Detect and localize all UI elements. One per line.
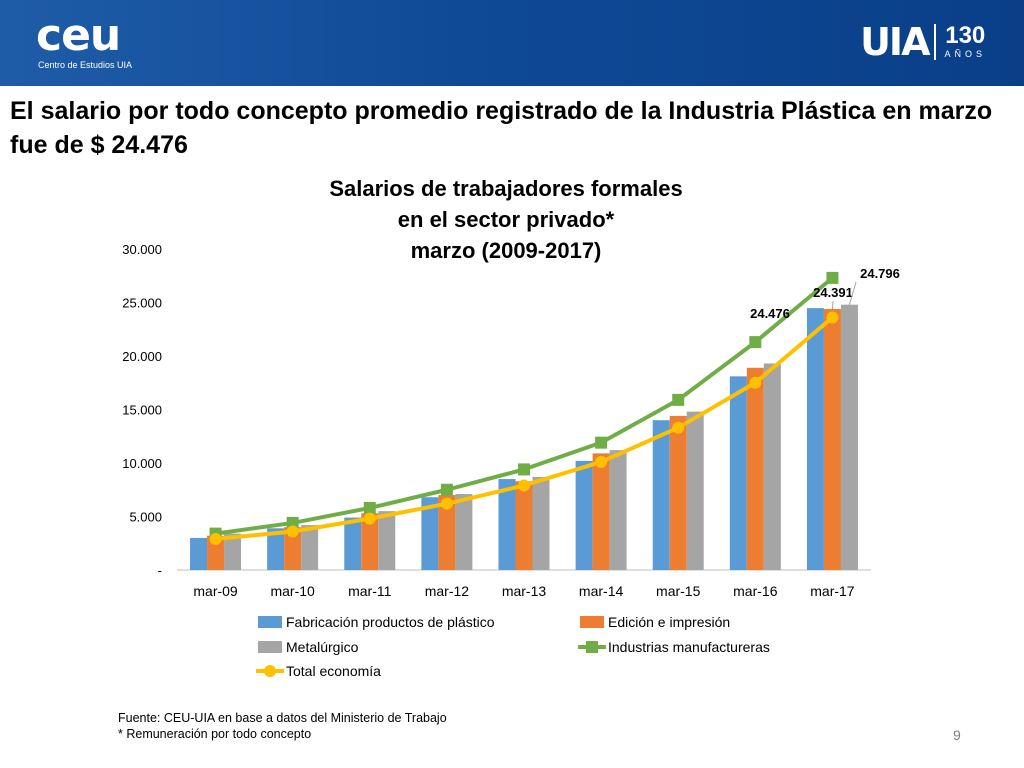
marker-square-mar-10 bbox=[286, 516, 299, 529]
legend-marker-square bbox=[586, 641, 598, 653]
bar-2-mar-14 bbox=[592, 453, 610, 570]
x-tick-label: mar-09 bbox=[193, 583, 238, 599]
bar-3-mar-12 bbox=[455, 494, 473, 570]
y-tick-label: 10.000 bbox=[122, 456, 162, 471]
chart-title-line-3: marzo (2009-2017) bbox=[411, 238, 602, 263]
uia-logo-word: AÑOS bbox=[944, 49, 986, 59]
marker-square-mar-14 bbox=[595, 436, 608, 449]
legend-label: Total economía bbox=[286, 663, 381, 679]
x-tick-label: mar-15 bbox=[656, 583, 701, 599]
chart-title-line-1: Salarios de trabajadores formales bbox=[329, 176, 682, 201]
marker-circle-mar-12 bbox=[440, 497, 453, 510]
marker-circle-mar-17 bbox=[826, 311, 839, 324]
remuneration-note: * Remuneración por todo concepto bbox=[118, 727, 312, 741]
bar-1-mar-14 bbox=[575, 460, 593, 570]
bar-1-mar-12 bbox=[421, 497, 439, 570]
ceu-logo-text: ceu bbox=[36, 10, 121, 61]
data-label: 24.476 bbox=[750, 306, 790, 321]
ceu-logo-subtitle: Centro de Estudios UIA bbox=[38, 60, 133, 70]
data-label: 24.391 bbox=[813, 285, 853, 300]
legend-swatch bbox=[258, 616, 282, 628]
uia-logo-separator bbox=[934, 24, 937, 60]
marker-circle-mar-09 bbox=[209, 532, 222, 545]
legend-swatch bbox=[258, 641, 282, 653]
bar-1-mar-15 bbox=[652, 420, 670, 570]
y-tick-label: 5.000 bbox=[129, 510, 162, 525]
x-tick-label: mar-16 bbox=[733, 583, 778, 599]
uia-130-logo: UIA 130 AÑOS bbox=[860, 22, 986, 62]
legend-marker-circle bbox=[264, 665, 276, 677]
footnote: Fuente: CEU-UIA en base a datos del Mini… bbox=[118, 710, 447, 742]
bar-2-mar-12 bbox=[438, 495, 456, 570]
page-number: 9 bbox=[953, 727, 961, 743]
bar-3-mar-17 bbox=[840, 304, 858, 570]
x-tick-label: mar-10 bbox=[270, 583, 315, 599]
x-tick-label: mar-11 bbox=[348, 583, 392, 599]
x-tick-label: mar-14 bbox=[579, 583, 624, 599]
uia-logo-number: 130 bbox=[945, 22, 986, 49]
marker-circle-mar-13 bbox=[518, 479, 530, 492]
legend-label: Industrias manufactureras bbox=[608, 639, 770, 655]
legend-swatch bbox=[580, 616, 604, 628]
marker-square-mar-11 bbox=[363, 501, 376, 514]
bar-2-mar-13 bbox=[515, 481, 533, 570]
bar-2-mar-11 bbox=[361, 513, 379, 570]
x-tick-label: mar-12 bbox=[425, 583, 470, 599]
marker-circle-mar-15 bbox=[672, 421, 685, 434]
bar-1-mar-13 bbox=[498, 479, 516, 570]
legend-label: Edición e impresión bbox=[608, 614, 730, 630]
marker-circle-mar-14 bbox=[595, 455, 608, 468]
bar-2-mar-17 bbox=[823, 309, 841, 570]
y-tick-label: 20.000 bbox=[122, 349, 162, 364]
bar-3-mar-16 bbox=[763, 363, 781, 570]
uia-logo-text: UIA bbox=[860, 20, 930, 64]
bar-1-mar-16 bbox=[729, 376, 747, 570]
x-tick-label: mar-13 bbox=[502, 583, 547, 599]
bar-3-mar-15 bbox=[686, 411, 704, 570]
marker-square-mar-12 bbox=[440, 483, 453, 496]
bar-2-mar-10 bbox=[284, 527, 302, 570]
marker-circle-mar-10 bbox=[286, 525, 299, 538]
y-tick-label: 25.000 bbox=[122, 296, 162, 311]
y-tick-label: - bbox=[158, 563, 162, 578]
bar-3-mar-09 bbox=[224, 533, 242, 570]
bar-3-mar-11 bbox=[378, 511, 396, 570]
bar-1-mar-10 bbox=[267, 528, 285, 570]
bar-3-mar-14 bbox=[609, 450, 627, 570]
x-tick-label: mar-17 bbox=[810, 583, 855, 599]
page-title: El salario por todo concepto promedio re… bbox=[10, 97, 993, 159]
bar-3-mar-10 bbox=[301, 525, 319, 570]
marker-square-mar-16 bbox=[749, 336, 762, 349]
chart-title-line-2: en el sector privado* bbox=[398, 207, 615, 232]
legend-label: Fabricación productos de plástico bbox=[286, 614, 495, 630]
bar-1-mar-11 bbox=[344, 517, 362, 570]
bar-2-mar-09 bbox=[207, 535, 225, 570]
bar-1-mar-17 bbox=[806, 308, 824, 570]
bar-3-mar-13 bbox=[532, 476, 550, 570]
data-label: 24.796 bbox=[860, 266, 900, 281]
bar-2-mar-16 bbox=[746, 367, 764, 570]
bar-2-mar-15 bbox=[669, 415, 687, 570]
marker-circle-mar-16 bbox=[749, 376, 762, 389]
data-label-leader bbox=[848, 281, 857, 305]
legend-label: Metalúrgico bbox=[286, 639, 359, 655]
bar-1-mar-09 bbox=[190, 537, 208, 570]
source-note: Fuente: CEU-UIA en base a datos del Mini… bbox=[118, 711, 447, 725]
data-label-leader bbox=[831, 300, 834, 310]
y-tick-label: 30.000 bbox=[122, 242, 162, 257]
y-tick-label: 15.000 bbox=[122, 403, 162, 418]
marker-square-mar-13 bbox=[518, 463, 530, 476]
marker-square-mar-17 bbox=[826, 271, 839, 284]
marker-circle-mar-11 bbox=[363, 512, 376, 525]
marker-square-mar-15 bbox=[672, 393, 685, 406]
ceu-logo: ceu Centro de Estudios UIA bbox=[36, 10, 133, 71]
header-band: ceu Centro de Estudios UIA UIA 130 AÑOS bbox=[0, 0, 1024, 86]
uia-logo-years: 130 AÑOS bbox=[944, 24, 986, 60]
